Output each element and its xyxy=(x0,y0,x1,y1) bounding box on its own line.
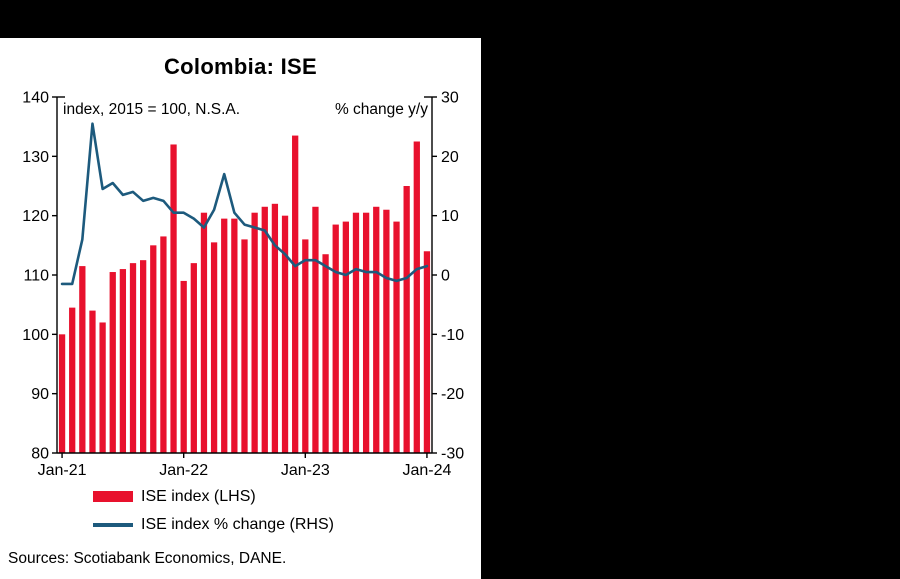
svg-text:130: 130 xyxy=(22,149,49,166)
svg-text:-30: -30 xyxy=(441,446,464,463)
svg-text:90: 90 xyxy=(31,386,49,403)
source-text: Sources: Scotiabank Economics, DANE. xyxy=(8,550,287,567)
x-axis: Jan-21 Jan-22 Jan-23 Jan-24 xyxy=(38,453,451,479)
right-axis-annotation: % change y/y xyxy=(334,101,428,118)
svg-text:Jan-23: Jan-23 xyxy=(281,462,330,479)
chart-panel: 80 90 100 110 120 130 140 -30 -20 -10 0 10 20 30 Jan-2… xyxy=(0,38,481,579)
y-axis-left: 80 90 100 110 120 130 140 xyxy=(22,90,57,463)
chart-legend: ISE index (LHS) ISE index % change (RHS) xyxy=(93,486,334,535)
left-axis-annotation: index, 2015 = 100, N.S.A. xyxy=(63,101,241,118)
svg-text:-10: -10 xyxy=(441,327,464,344)
svg-text:110: 110 xyxy=(23,268,49,285)
line-series xyxy=(60,122,429,286)
legend-item-ise-index: ISE index (LHS) xyxy=(93,486,334,507)
svg-text:Jan-21: Jan-21 xyxy=(38,462,87,479)
svg-text:120: 120 xyxy=(22,208,49,225)
svg-text:20: 20 xyxy=(441,149,459,166)
legend-label-ise-index: ISE index (LHS) xyxy=(141,487,256,505)
svg-text:100: 100 xyxy=(22,327,49,344)
svg-text:0: 0 xyxy=(441,268,450,285)
svg-text:80: 80 xyxy=(31,446,49,463)
svg-text:140: 140 xyxy=(22,90,49,107)
svg-text:30: 30 xyxy=(441,90,459,107)
chart-title: Colombia: ISE xyxy=(163,54,318,79)
legend-item-ise-change: ISE index % change (RHS) xyxy=(93,514,334,535)
svg-text:10: 10 xyxy=(441,208,459,225)
bars-series xyxy=(58,135,431,453)
legend-label-ise-change: ISE index % change (RHS) xyxy=(141,515,334,533)
legend-bar-swatch xyxy=(93,491,133,502)
svg-text:Jan-24: Jan-24 xyxy=(402,462,451,479)
svg-text:-20: -20 xyxy=(441,386,464,403)
legend-line-swatch xyxy=(93,522,133,527)
combo-chart: 80 90 100 110 120 130 140 -30 -20 -10 0 10 20 30 Jan-2… xyxy=(22,90,464,480)
y-axis-right: -30 -20 -10 0 10 20 30 xyxy=(432,90,464,463)
svg-text:Jan-22: Jan-22 xyxy=(159,462,208,479)
